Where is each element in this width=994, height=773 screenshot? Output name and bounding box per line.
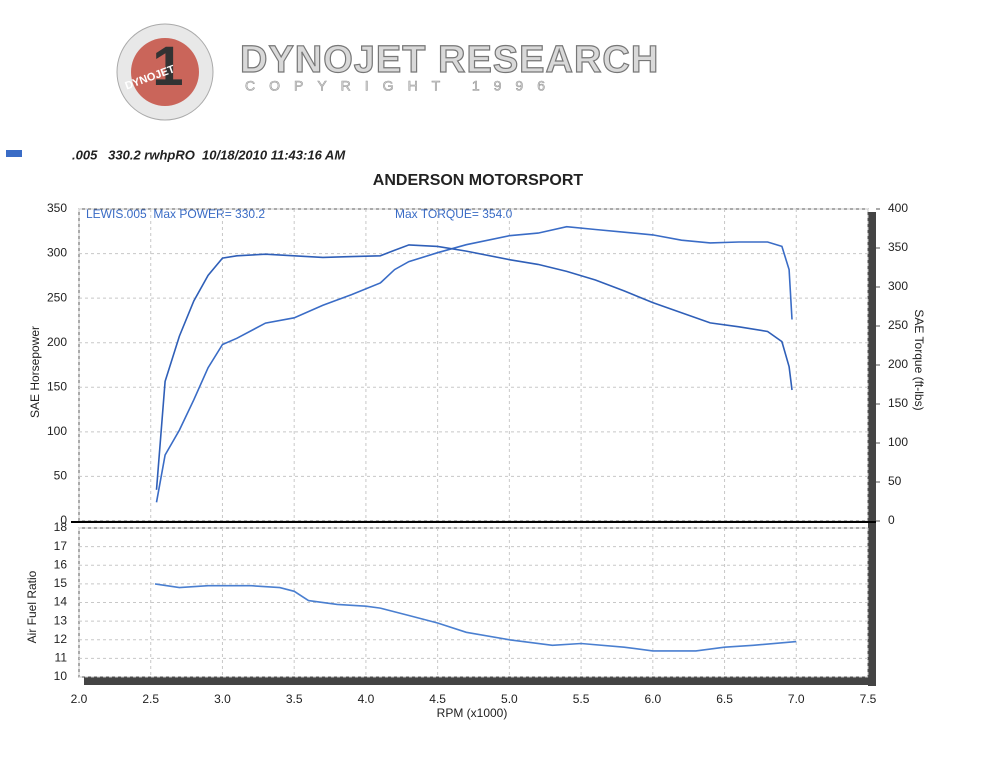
x-tick-label: 5.5 <box>573 692 590 706</box>
y2-tick-label: 300 <box>888 279 908 293</box>
logo: 1 DYNOJET <box>116 23 214 121</box>
x-axis-title: RPM (x1000) <box>437 706 508 720</box>
x-tick-label: 2.0 <box>71 692 88 706</box>
annotation: Max TORQUE= 354.0 <box>395 207 513 221</box>
y-tick-label: 15 <box>54 576 68 590</box>
x-tick-label: 2.5 <box>142 692 159 706</box>
y2-tick-label: 400 <box>888 201 908 215</box>
run-swatch <box>6 150 22 157</box>
y-tick-label: 17 <box>54 539 68 553</box>
x-tick-label: 3.5 <box>286 692 303 706</box>
run-line: .005 330.2 rwhpRO 10/18/2010 11:43:16 AM <box>72 147 346 162</box>
y-tick-label: 12 <box>54 632 68 646</box>
logo-disc <box>131 38 199 106</box>
y-tick-label: 14 <box>54 595 68 609</box>
y-tick-label: 200 <box>47 335 67 349</box>
y-tick-label: 100 <box>47 424 67 438</box>
annotation: LEWIS.005 Max POWER= 330.2 <box>86 207 265 221</box>
y2-tick-label: 50 <box>888 474 902 488</box>
y2-tick-label: 100 <box>888 435 908 449</box>
y-tick-label: 250 <box>47 290 67 304</box>
y-tick-label: 18 <box>54 520 68 534</box>
x-tick-label: 7.5 <box>860 692 877 706</box>
x-tick-label: 6.5 <box>716 692 733 706</box>
y-axis-title: SAE Horsepower <box>28 326 42 418</box>
y-tick-label: 16 <box>54 557 68 571</box>
y-axis-title: Air Fuel Ratio <box>25 570 39 643</box>
y-tick-label: 0 <box>60 513 67 527</box>
x-tick-label: 7.0 <box>788 692 805 706</box>
y2-tick-label: 150 <box>888 396 908 410</box>
y-tick-label: 150 <box>47 379 67 393</box>
x-tick-label: 3.0 <box>214 692 231 706</box>
x-tick-label: 4.5 <box>429 692 446 706</box>
y-tick-label: 350 <box>47 201 67 215</box>
y-tick-label: 13 <box>54 613 68 627</box>
x-tick-label: 6.0 <box>644 692 661 706</box>
y2-tick-label: 0 <box>888 513 895 527</box>
y2-tick-label: 200 <box>888 357 908 371</box>
plot-area <box>78 208 869 522</box>
y2-tick-label: 250 <box>888 318 908 332</box>
x-tick-label: 4.0 <box>358 692 375 706</box>
copyright: COPYRIGHT 1996 <box>245 78 559 94</box>
frame-shadow <box>84 677 876 685</box>
plot-area <box>78 527 869 678</box>
y-tick-label: 300 <box>47 246 67 260</box>
logo-number: 1 <box>152 34 183 97</box>
x-tick-label: 5.0 <box>501 692 518 706</box>
y-tick-label: 10 <box>54 669 68 683</box>
y2-tick-label: 350 <box>888 240 908 254</box>
y-tick-label: 11 <box>55 651 68 665</box>
series-line <box>155 244 793 490</box>
y2-axis-title: SAE Torque (ft-lbs) <box>912 309 926 410</box>
brand: DYNOJET RESEARCH <box>240 39 659 81</box>
series-line <box>155 225 793 503</box>
frame-shadow <box>868 212 876 686</box>
chart-title: ANDERSON MOTORSPORT <box>373 172 584 189</box>
y-tick-label: 50 <box>54 469 68 483</box>
series-line <box>154 583 797 652</box>
